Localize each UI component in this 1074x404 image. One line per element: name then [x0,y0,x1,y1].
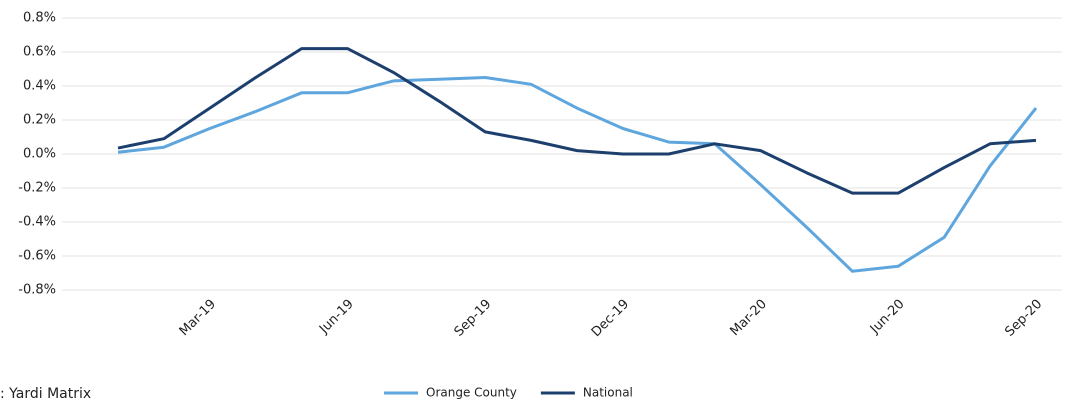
x-tick-label: Jun-20 [867,297,908,338]
x-tick-label: Mar-20 [728,297,770,339]
x-tick-label: Mar-19 [177,297,219,339]
y-tick-label: -0.6% [18,249,56,264]
source-note: : Yardi Matrix [0,386,91,402]
y-tick-label: 0.6% [23,45,56,60]
y-tick-label: 0.8% [23,11,56,26]
y-tick-label: -0.4% [18,215,56,230]
x-tick-label: Sep-20 [1002,297,1045,340]
legend-label: National [583,386,633,400]
y-tick-label: 0.2% [23,113,56,128]
line-series [117,47,1037,195]
x-tick-label: Jun-19 [316,297,357,338]
y-tick-label: 0.0% [23,147,56,162]
line-series [117,76,1038,273]
y-tick-label: -0.8% [18,283,56,298]
y-tick-label: 0.4% [23,79,56,94]
legend-label: Orange County [426,386,517,400]
x-tick-label: Sep-19 [452,297,495,340]
y-tick-label: -0.2% [18,181,56,196]
x-tick-label: Dec-19 [589,297,632,340]
